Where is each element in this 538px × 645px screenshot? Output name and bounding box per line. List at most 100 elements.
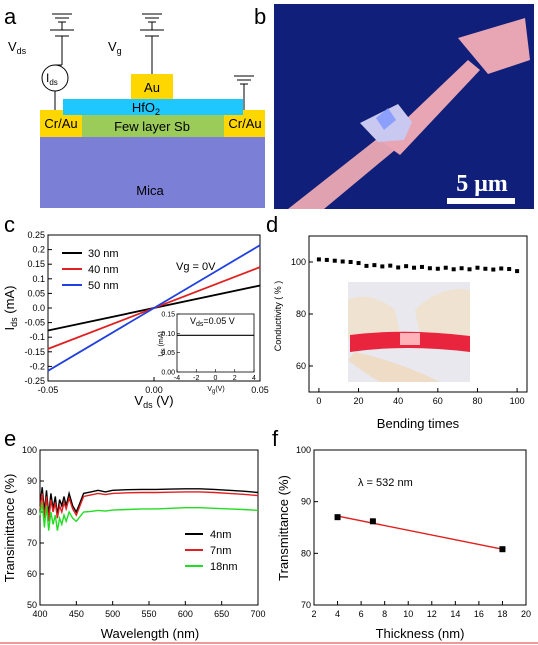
x-tick-label: 12 xyxy=(427,609,437,619)
data-point xyxy=(419,264,424,269)
inset-y-tick-label: 0.00 xyxy=(161,370,175,377)
inset-x-tick-label: -4 xyxy=(174,375,180,382)
x-tick-label: 20 xyxy=(354,396,364,406)
y-tick-label: 50 xyxy=(27,600,37,610)
fit-line xyxy=(337,515,503,550)
inset-y-tick-label: 0.15 xyxy=(161,312,175,319)
inset-x-tick-label: -2 xyxy=(193,375,199,382)
vds-label: Vds xyxy=(8,39,27,56)
chart-c-ylabel-sub: ds xyxy=(9,317,19,327)
chart-d-xlabel: Bending times xyxy=(377,416,460,431)
panel-label-e: e xyxy=(4,426,16,451)
y-tick-label: 100 xyxy=(291,257,306,267)
data-point xyxy=(334,514,341,521)
gate-circuit xyxy=(140,13,164,74)
chart-f-ticks: 2 4 6 8 10 12 14 16 18 20 70 80 90 100 xyxy=(296,445,531,619)
legend-4nm: 4nm xyxy=(210,529,231,541)
chart-c-ylabel-text: I xyxy=(2,327,17,331)
x-tick-label: 16 xyxy=(474,609,484,619)
y-tick-label: -0.25 xyxy=(24,376,45,386)
data-point xyxy=(316,257,321,262)
x-tick-label: 400 xyxy=(32,609,47,619)
data-point xyxy=(348,260,353,264)
dielectric-label: HfO2 xyxy=(132,100,160,117)
chart-c-ylabel-unit: (mA) xyxy=(2,286,17,318)
series-line-2 xyxy=(39,502,259,531)
substrate-layer xyxy=(40,136,265,208)
data-point xyxy=(507,267,512,272)
data-point xyxy=(340,259,345,264)
data-point xyxy=(412,265,417,270)
legend-7nm: 7nm xyxy=(210,545,231,557)
y-tick-label: 90 xyxy=(301,497,311,507)
inset-frame xyxy=(176,313,255,373)
inset-annotation-text: V xyxy=(190,316,196,326)
legend-18nm: 18nm xyxy=(210,561,238,573)
contact-right-label: Cr/Au xyxy=(228,116,261,131)
panel-label-f: f xyxy=(272,426,279,451)
vds-text: V xyxy=(8,39,17,54)
chart-e-legend: 4nm 7nm 18nm xyxy=(185,529,238,573)
x-tick-label: 100 xyxy=(510,396,525,406)
x-tick-label: 8 xyxy=(382,609,387,619)
data-point xyxy=(443,265,448,270)
inset-x-tick-label: 4 xyxy=(252,375,256,382)
channel-label: Few layer Sb xyxy=(114,119,190,134)
y-tick-label: 60 xyxy=(296,361,306,371)
panel-label-b: b xyxy=(254,4,266,29)
chart-c-xlabel-unit: (V) xyxy=(153,393,174,408)
data-point xyxy=(515,269,520,274)
data-point xyxy=(388,263,393,268)
vg-text: V xyxy=(108,39,117,54)
gate-label: Au xyxy=(144,80,160,95)
data-point xyxy=(467,267,472,272)
inset-annotation-sub: ds xyxy=(196,321,204,328)
series-line-1 xyxy=(39,491,259,522)
chart-d-ticks: 0 20 40 60 80 100 60 80 100 xyxy=(291,257,525,406)
data-point xyxy=(372,263,377,268)
y-tick-label: 80 xyxy=(296,309,306,319)
gate-electrode xyxy=(131,74,173,99)
chart-f-series xyxy=(334,514,506,553)
x-tick-label: 20 xyxy=(521,609,531,619)
x-tick-label: 6 xyxy=(359,609,364,619)
series-line-0 xyxy=(39,487,259,516)
glove-left xyxy=(348,296,400,341)
y-tick-label: 80 xyxy=(301,548,311,558)
x-tick-label: 60 xyxy=(433,396,443,406)
chart-e-ticks: 400 450 500 550 600 650 700 50 60 70 80 90 100 xyxy=(22,445,266,619)
y-tick-label: 0.0 xyxy=(32,303,45,313)
chart-d-series xyxy=(316,257,520,274)
inset-x-tick-label: 0 xyxy=(214,375,218,382)
drain-ground xyxy=(234,75,254,110)
data-point xyxy=(499,546,506,553)
chart-e-xlabel: Wavelength (nm) xyxy=(101,626,200,641)
legend-30nm: 30 nm xyxy=(88,248,119,260)
data-point xyxy=(499,266,504,271)
flake-pad xyxy=(458,18,530,74)
chart-e-frame xyxy=(39,449,259,606)
inset-xlabel-sub: g xyxy=(212,389,215,395)
glove-right xyxy=(415,289,470,342)
legend-50nm: 50 nm xyxy=(88,280,119,292)
inset-annotation-rest: =0.05 V xyxy=(203,316,234,326)
y-tick-label: 0.2 xyxy=(32,245,45,255)
data-point xyxy=(404,264,409,269)
chart-e-ylabel: Transimittance (%) xyxy=(2,474,17,583)
y-tick-label: 60 xyxy=(27,569,37,579)
inset-ylabel: Ids (mA) xyxy=(158,331,167,356)
optical-micrograph: 5 μm xyxy=(274,4,534,209)
inset-y-tick-label: 0.05 xyxy=(161,350,175,357)
chart-f-ylabel: Transmittance (%) xyxy=(276,475,291,581)
ids-sub: ds xyxy=(49,78,57,87)
data-point xyxy=(427,266,432,271)
x-tick-label: -0.05 xyxy=(38,385,59,395)
y-tick-label: 0.1 xyxy=(32,274,45,284)
inset-xlabel-text: V xyxy=(207,386,212,393)
dielectric-sub: 2 xyxy=(155,107,160,117)
x-tick-label: 0.05 xyxy=(251,385,269,395)
inset-x-tick-label: 2 xyxy=(233,375,237,382)
data-point xyxy=(435,266,440,271)
